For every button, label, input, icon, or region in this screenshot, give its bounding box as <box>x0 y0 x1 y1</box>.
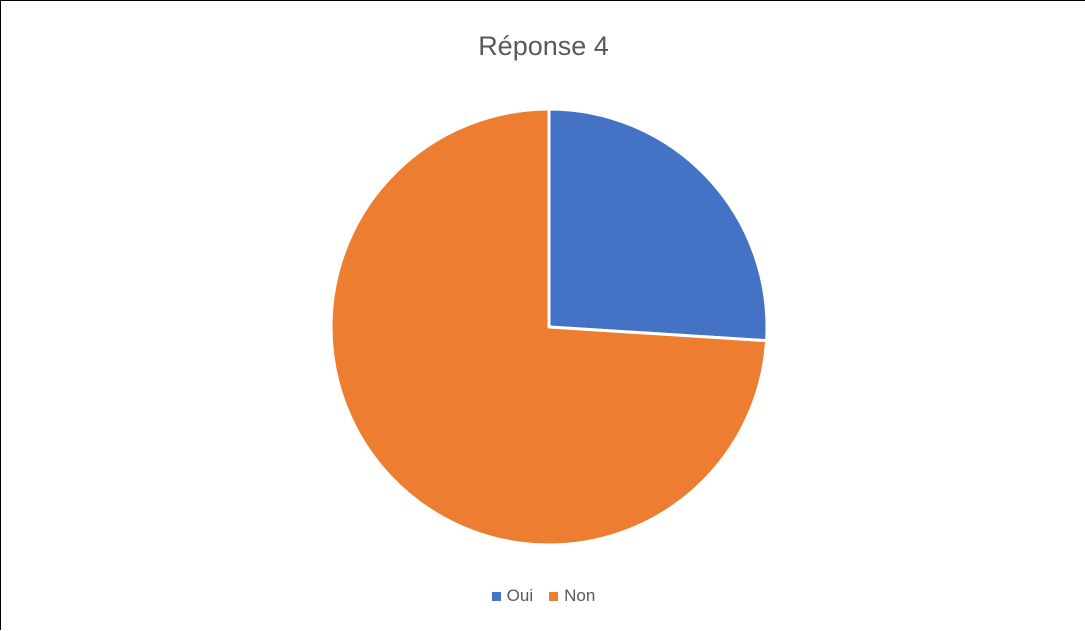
legend-item-oui: Oui <box>491 586 534 606</box>
pie-slice-non <box>329 107 769 547</box>
pie-slices <box>329 107 769 547</box>
legend-item-non: Non <box>549 586 595 606</box>
legend-label-oui: Oui <box>506 586 534 605</box>
chart-title: Réponse 4 <box>478 31 609 61</box>
legend: Oui Non <box>1 586 1085 606</box>
legend-swatch-oui <box>491 591 501 601</box>
legend-swatch-non <box>549 591 559 601</box>
pie-slice-oui <box>547 107 769 343</box>
legend-label-non: Non <box>564 586 596 605</box>
